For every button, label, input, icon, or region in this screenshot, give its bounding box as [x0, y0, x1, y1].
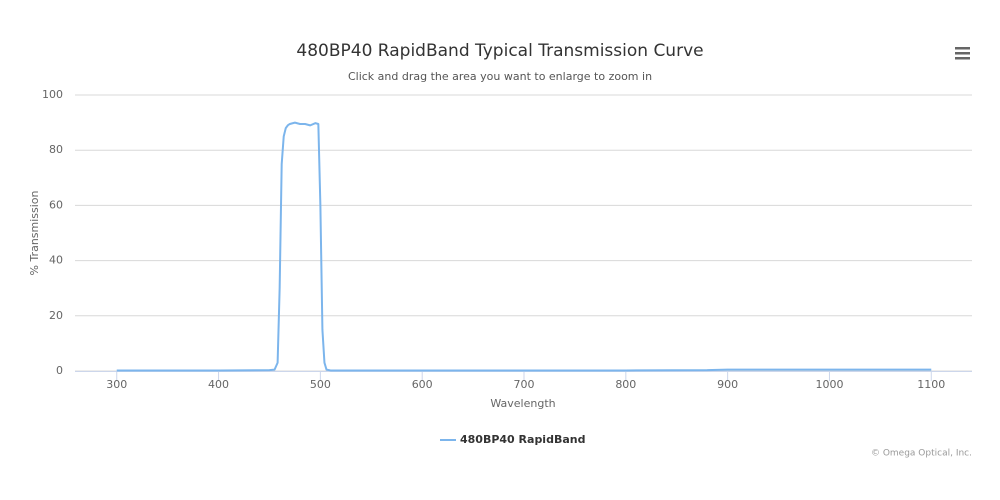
x-tick-label: 300	[106, 378, 127, 391]
legend-label: 480BP40 RapidBand	[460, 433, 585, 446]
x-tick-label: 400	[208, 378, 229, 391]
series-line	[116, 121, 932, 372]
x-tick-label: 600	[412, 378, 433, 391]
credit: © Omega Optical, Inc.	[871, 449, 972, 459]
chart-subtitle: Click and drag the area you want to enla…	[348, 70, 652, 83]
y-tick-label: 20	[49, 309, 63, 322]
y-tick-label: 40	[49, 254, 63, 267]
legend-item[interactable]: 480BP40 RapidBand	[440, 433, 585, 446]
x-tick-label: 900	[717, 378, 738, 391]
chart-title: 480BP40 RapidBand Typical Transmission C…	[296, 41, 703, 61]
y-axis-title: % Transmission	[28, 190, 41, 275]
x-tick-label: 700	[514, 378, 535, 391]
y-tick-label: 100	[42, 88, 63, 101]
x-tick-label: 800	[615, 378, 636, 391]
y-tick-label: 80	[49, 143, 63, 156]
menu-button[interactable]	[955, 47, 970, 60]
y-tick-label: 60	[49, 198, 63, 211]
x-tick-label: 1000	[815, 378, 843, 391]
x-tick-label: 500	[310, 378, 331, 391]
x-tick-label: 1100	[917, 378, 945, 391]
y-tick-label: 0	[56, 364, 63, 377]
x-axis-title: Wavelength	[490, 397, 555, 410]
